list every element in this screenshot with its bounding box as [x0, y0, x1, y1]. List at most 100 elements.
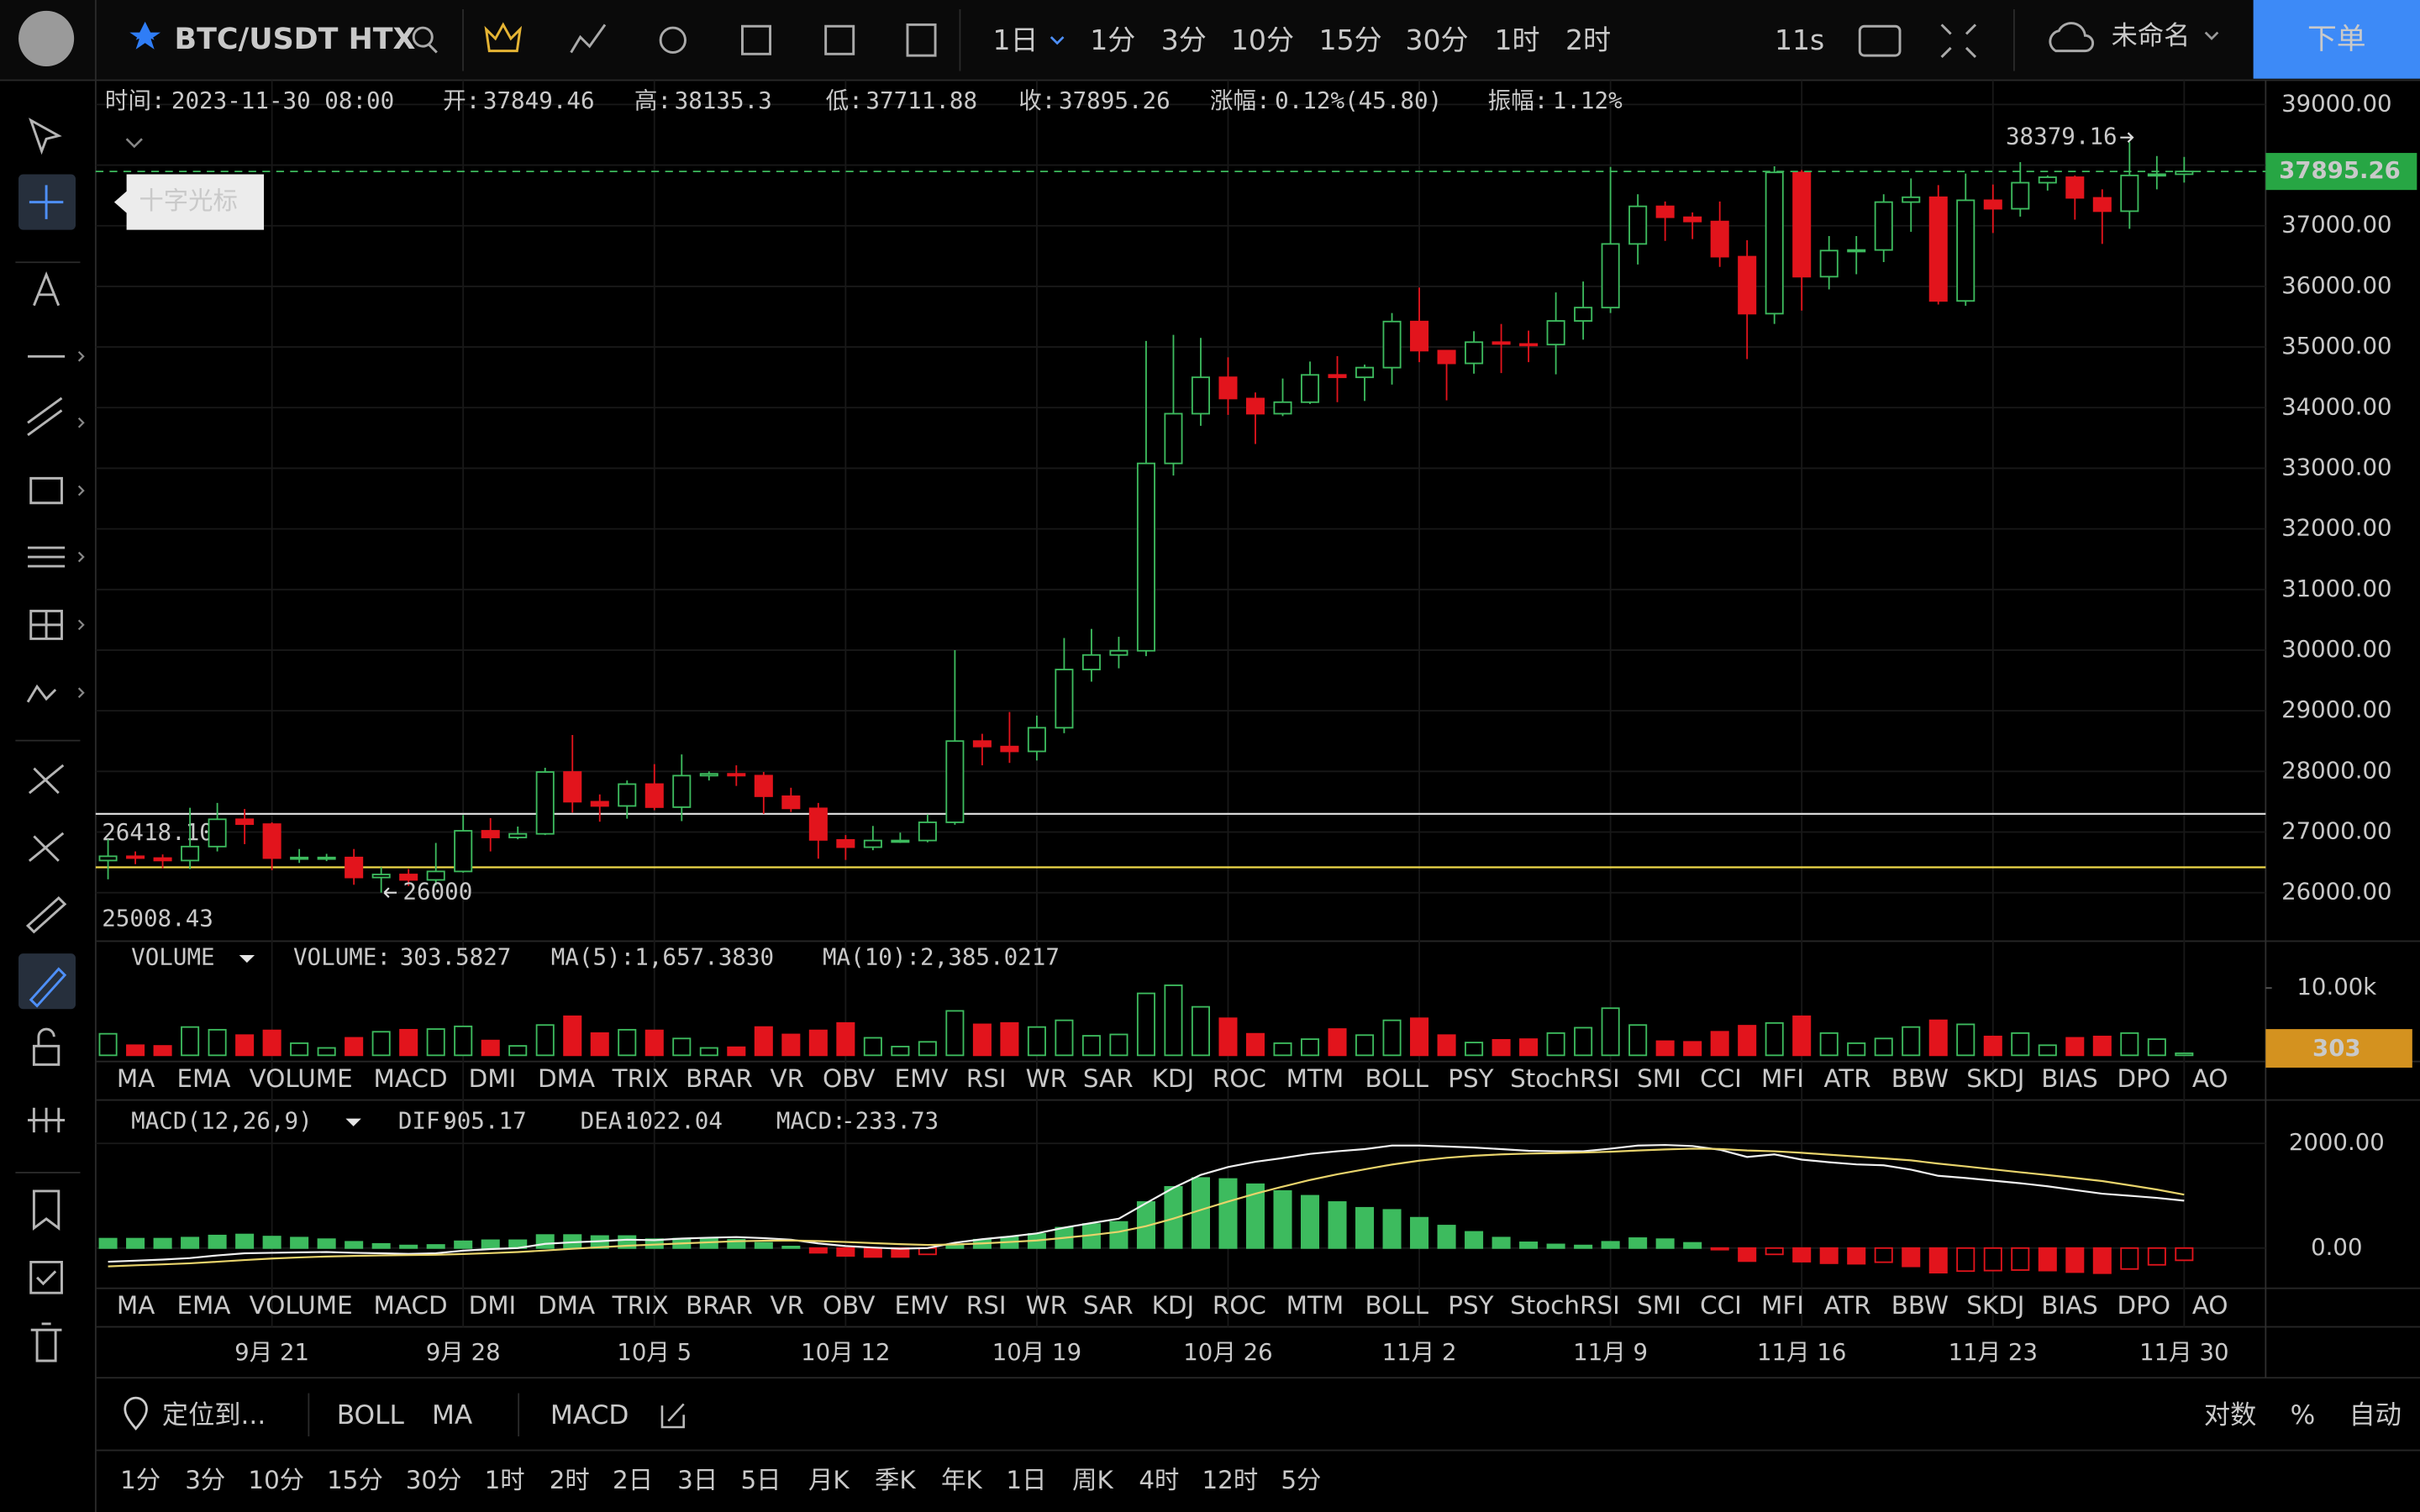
timeframe[interactable]: 10分: [248, 1466, 304, 1494]
interval[interactable]: 3分: [1161, 24, 1207, 56]
indicator-tab[interactable]: MACD: [550, 1400, 629, 1431]
timeframe[interactable]: 15分: [327, 1466, 383, 1494]
logo[interactable]: [18, 10, 75, 66]
timeframe[interactable]: 5日: [740, 1466, 781, 1494]
tool-icon[interactable]: [26, 684, 57, 703]
indicator-tab[interactable]: MTM: [1286, 1064, 1344, 1093]
indicator-tab[interactable]: DMI: [469, 1064, 517, 1093]
log-toggle[interactable]: 对数: [2204, 1400, 2256, 1431]
tool-expand[interactable]: [77, 687, 85, 698]
indicator-tab[interactable]: OBV: [823, 1064, 875, 1093]
volume-selector-caret[interactable]: [239, 954, 255, 963]
indicator-tab[interactable]: VR: [770, 1064, 804, 1093]
timeframe[interactable]: 3分: [185, 1466, 225, 1494]
tool-icon[interactable]: [28, 546, 66, 568]
search-icon[interactable]: [412, 26, 434, 48]
indicator-tab[interactable]: DMI: [469, 1291, 517, 1320]
timeframe[interactable]: 12时: [1202, 1466, 1258, 1494]
tool-icon[interactable]: [28, 832, 65, 863]
indicator-tab[interactable]: TRIX: [612, 1291, 669, 1320]
tool-icon[interactable]: [33, 270, 60, 307]
locate[interactable]: 定位到...: [162, 1400, 266, 1431]
indicator-tab[interactable]: MACD: [374, 1291, 448, 1320]
tool-icon[interactable]: [29, 1260, 63, 1294]
volume-selector[interactable]: VOLUME: [131, 944, 215, 971]
indicator-tab[interactable]: StochRSI: [1510, 1064, 1620, 1093]
indicator-tab[interactable]: BIAS: [2041, 1291, 2098, 1320]
indicator-tab[interactable]: CCI: [1700, 1291, 1742, 1320]
tool-expand[interactable]: [77, 350, 85, 362]
timeframe[interactable]: 2时: [550, 1466, 590, 1494]
order-button-label[interactable]: 下单: [2307, 23, 2366, 56]
indicator-tab[interactable]: SKDJ: [1966, 1291, 2024, 1320]
overlay-tab[interactable]: BOLL: [337, 1400, 405, 1431]
indicator-tab[interactable]: DPO: [2117, 1064, 2170, 1093]
timeframe[interactable]: 月K: [808, 1466, 850, 1494]
indicator-tab[interactable]: ROC: [1213, 1291, 1266, 1320]
interval[interactable]: 1日: [993, 24, 1039, 56]
timeframe[interactable]: 4时: [1139, 1466, 1179, 1494]
interval[interactable]: 10分: [1231, 24, 1294, 56]
cloud-icon[interactable]: [2049, 22, 2095, 53]
fullscreen-icon[interactable]: [1940, 24, 1977, 58]
tool-icon[interactable]: [29, 609, 63, 640]
timeframe[interactable]: 30分: [406, 1466, 462, 1494]
tool-icon[interactable]: [29, 185, 64, 219]
interval[interactable]: 30分: [1405, 24, 1468, 56]
indicator-tab[interactable]: MTM: [1286, 1291, 1344, 1320]
timeframe[interactable]: 周K: [1072, 1466, 1113, 1494]
interval[interactable]: 2时: [1565, 24, 1611, 56]
indicator-tab[interactable]: MFI: [1761, 1064, 1804, 1093]
timeframe[interactable]: 5分: [1281, 1466, 1321, 1494]
indicator-tab[interactable]: RSI: [966, 1291, 1007, 1320]
indicator-tab[interactable]: ROC: [1213, 1064, 1266, 1093]
indicator-tab[interactable]: MACD: [374, 1064, 448, 1093]
indicator-tab[interactable]: DMA: [538, 1291, 595, 1320]
premium-icon[interactable]: [484, 22, 523, 53]
indicator-tab[interactable]: BOLL: [1365, 1064, 1428, 1093]
macd-selector-caret[interactable]: [345, 1118, 361, 1126]
indicator-tab[interactable]: VOLUME: [250, 1291, 353, 1320]
interval-dropdown[interactable]: [1050, 36, 1065, 45]
tool-expand[interactable]: [77, 417, 85, 428]
tool-icon[interactable]: [29, 118, 62, 155]
locate-icon[interactable]: [124, 1396, 148, 1431]
indicator-tab[interactable]: SAR: [1083, 1064, 1134, 1093]
compare-icon[interactable]: [824, 24, 855, 55]
auto-toggle[interactable]: 自动: [2349, 1400, 2402, 1431]
tool-icon[interactable]: [32, 1189, 60, 1231]
indicator-tab[interactable]: SMI: [1637, 1291, 1681, 1320]
timeframe[interactable]: 1时: [485, 1466, 525, 1494]
camera-icon[interactable]: [1858, 24, 1902, 57]
indicator-tab[interactable]: BOLL: [1365, 1291, 1428, 1320]
tool-icon[interactable]: [28, 764, 65, 795]
indicator-tab[interactable]: KDJ: [1152, 1291, 1195, 1320]
indicator-tab[interactable]: ATR: [1823, 1291, 1870, 1320]
tool-icon[interactable]: [29, 476, 63, 505]
tool-icon[interactable]: [27, 396, 63, 437]
tool-icon[interactable]: [29, 967, 67, 1008]
indicator-tab[interactable]: EMV: [895, 1064, 949, 1093]
indicator-tab[interactable]: MFI: [1761, 1291, 1804, 1320]
indicator-tab[interactable]: SKDJ: [1966, 1064, 2024, 1093]
indicator-tab[interactable]: SAR: [1083, 1291, 1134, 1320]
template-icon[interactable]: [741, 24, 771, 55]
indicator-tab[interactable]: MA: [117, 1291, 155, 1320]
indicator-tab[interactable]: BBW: [1891, 1291, 1949, 1320]
indicator-tab[interactable]: VOLUME: [250, 1064, 353, 1093]
indicator-tab[interactable]: KDJ: [1152, 1064, 1195, 1093]
interval[interactable]: 15分: [1319, 24, 1382, 56]
timeframe[interactable]: 3日: [677, 1466, 718, 1494]
tool-icon[interactable]: [25, 895, 67, 934]
tool-icon[interactable]: [28, 1107, 66, 1133]
indicator-tab[interactable]: TRIX: [612, 1064, 669, 1093]
tool-expand[interactable]: [77, 619, 85, 631]
tool-expand[interactable]: [77, 485, 85, 496]
percent-toggle[interactable]: %: [2291, 1400, 2316, 1431]
indicator-tab[interactable]: RSI: [966, 1064, 1007, 1093]
indicator-tab[interactable]: OBV: [823, 1291, 875, 1320]
order-button[interactable]: [2253, 0, 2420, 79]
indicator-tab[interactable]: EMA: [176, 1064, 230, 1093]
interval[interactable]: 1时: [1494, 24, 1539, 56]
overlay-tab[interactable]: MA: [432, 1400, 473, 1431]
